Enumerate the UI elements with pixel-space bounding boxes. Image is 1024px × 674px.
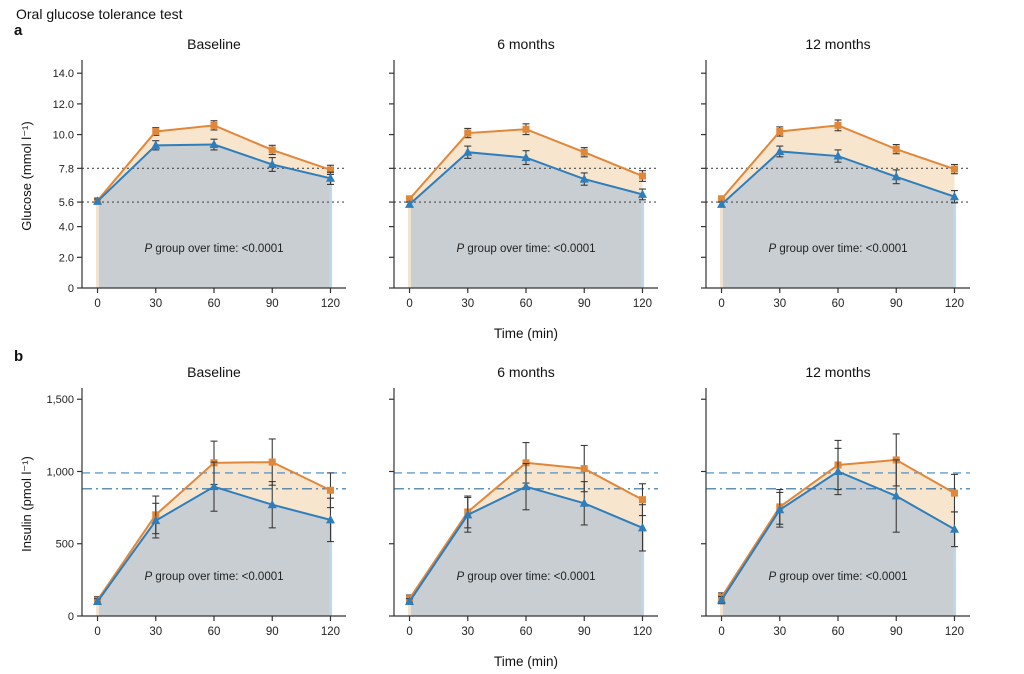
svg-text:0: 0 <box>68 283 74 295</box>
chart-row-insulin: Insulin (pmol l⁻¹) Baseline 0 500 1,000 1,5… <box>14 364 976 652</box>
chart-glucose-baseline: 0 2.0 4.0 5.6 7.8 10.0 12.0 14.0 0 30 60 90 120 P gro… <box>53 60 346 310</box>
svg-text:0: 0 <box>406 298 412 310</box>
svg-text:14.0: 14.0 <box>53 68 74 80</box>
svg-text:30: 30 <box>773 298 786 310</box>
y-axis-label-wrap-insulin: Insulin (pmol l⁻¹) <box>14 364 40 652</box>
panel-title: Baseline <box>187 36 241 52</box>
svg-text:90: 90 <box>266 298 279 310</box>
y-axis-label-glucose: Glucose (mmol l⁻¹) <box>19 121 34 231</box>
svg-text:5.6: 5.6 <box>59 197 74 209</box>
svg-text:60: 60 <box>520 626 533 638</box>
svg-text:120: 120 <box>633 626 652 638</box>
panel-glucose-12-months: 12 months 0 30 60 90 120 P group over time: <… <box>664 36 976 324</box>
panel-insulin-12-months: 12 months 0 30 60 90 120 P group over time: <… <box>664 364 976 652</box>
svg-text:P group over time: <0.0001: P group over time: <0.0001 <box>456 571 595 583</box>
svg-text:90: 90 <box>890 626 903 638</box>
svg-text:0: 0 <box>94 626 100 638</box>
figure-title: Oral glucose tolerance test <box>16 6 183 22</box>
svg-text:60: 60 <box>208 626 221 638</box>
panel-insulin-6-months: 6 months 0 30 60 90 120 P group over time: <0… <box>352 364 664 652</box>
svg-text:0: 0 <box>406 626 412 638</box>
chart-insulin-12-months: 0 30 60 90 120 P group over time: <0.0001 <box>701 388 970 638</box>
chart-glucose-6-months: 0 30 60 90 120 P group over time: <0.0001 <box>389 60 658 310</box>
panel-glucose-baseline: Baseline 0 2.0 4.0 5.6 7.8 10.0 12.0 14.0 0 30 60 9… <box>40 36 352 324</box>
x-axis-label-insulin: Time (min) <box>494 654 558 669</box>
svg-text:P group over time: <0.0001: P group over time: <0.0001 <box>456 243 595 255</box>
svg-text:60: 60 <box>520 298 533 310</box>
svg-text:1,000: 1,000 <box>46 466 74 478</box>
svg-text:30: 30 <box>461 298 474 310</box>
panel-title: 12 months <box>805 364 871 380</box>
chart-insulin-baseline: 0 500 1,000 1,500 0 30 60 90 120 P group over tim… <box>46 388 346 638</box>
svg-text:120: 120 <box>945 626 964 638</box>
y-axis-label-wrap-glucose: Glucose (mmol l⁻¹) <box>14 36 40 324</box>
svg-text:500: 500 <box>56 539 74 551</box>
x-axis-label-glucose: Time (min) <box>494 326 558 341</box>
svg-text:30: 30 <box>773 626 786 638</box>
panel-insulin-baseline: Baseline 0 500 1,000 1,500 0 30 60 90 120 P group… <box>40 364 352 652</box>
svg-text:P group over time: <0.0001: P group over time: <0.0001 <box>768 243 907 255</box>
svg-text:120: 120 <box>633 298 652 310</box>
panel-label-b: b <box>14 348 24 365</box>
svg-text:30: 30 <box>149 626 162 638</box>
svg-text:90: 90 <box>890 298 903 310</box>
svg-text:P group over time: <0.0001: P group over time: <0.0001 <box>768 571 907 583</box>
chart-row-glucose: Glucose (mmol l⁻¹) Baseline 0 2.0 4.0 5.6 7.… <box>14 36 976 324</box>
svg-text:90: 90 <box>578 298 591 310</box>
svg-text:10.0: 10.0 <box>53 130 74 142</box>
svg-text:P group over time: <0.0001: P group over time: <0.0001 <box>144 243 283 255</box>
svg-text:P group over time: <0.0001: P group over time: <0.0001 <box>144 571 283 583</box>
svg-text:0: 0 <box>718 626 724 638</box>
svg-text:7.8: 7.8 <box>59 163 74 175</box>
svg-text:0: 0 <box>94 298 100 310</box>
svg-text:60: 60 <box>832 298 845 310</box>
svg-text:60: 60 <box>208 298 221 310</box>
panel-title: 6 months <box>497 36 555 52</box>
svg-text:12.0: 12.0 <box>53 99 74 111</box>
svg-text:0: 0 <box>68 611 74 623</box>
panel-glucose-6-months: 6 months 0 30 60 90 120 P group over time: <0… <box>352 36 664 324</box>
svg-text:120: 120 <box>321 626 340 638</box>
chart-glucose-12-months: 0 30 60 90 120 P group over time: <0.0001 <box>701 60 970 310</box>
svg-text:1,500: 1,500 <box>46 394 74 406</box>
svg-text:90: 90 <box>266 626 279 638</box>
panel-title: 12 months <box>805 36 871 52</box>
chart-insulin-6-months: 0 30 60 90 120 P group over time: <0.0001 <box>389 388 658 638</box>
svg-text:2.0: 2.0 <box>59 252 74 264</box>
svg-text:30: 30 <box>461 626 474 638</box>
svg-text:90: 90 <box>578 626 591 638</box>
svg-text:0: 0 <box>718 298 724 310</box>
svg-text:120: 120 <box>945 298 964 310</box>
panel-label-a: a <box>14 22 23 39</box>
svg-text:30: 30 <box>149 298 162 310</box>
svg-text:4.0: 4.0 <box>59 222 74 234</box>
y-axis-label-insulin: Insulin (pmol l⁻¹) <box>19 456 34 552</box>
panel-title: Baseline <box>187 364 241 380</box>
svg-text:60: 60 <box>832 626 845 638</box>
panel-title: 6 months <box>497 364 555 380</box>
svg-text:120: 120 <box>321 298 340 310</box>
